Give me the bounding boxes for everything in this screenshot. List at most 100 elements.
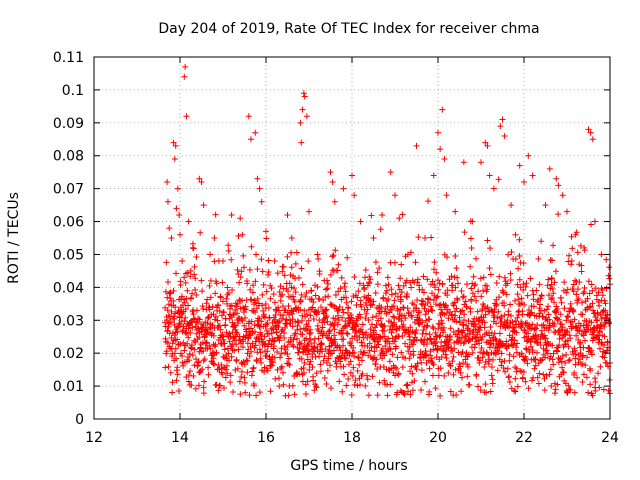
data-point bbox=[595, 289, 602, 296]
data-point bbox=[465, 351, 472, 358]
data-point bbox=[317, 368, 324, 375]
data-point bbox=[597, 363, 604, 370]
data-point bbox=[548, 296, 555, 303]
data-point bbox=[577, 242, 584, 249]
data-point bbox=[206, 342, 213, 349]
data-point bbox=[533, 287, 540, 294]
data-point bbox=[567, 300, 574, 307]
data-point bbox=[447, 333, 454, 340]
data-point bbox=[518, 318, 525, 325]
data-point bbox=[529, 349, 536, 356]
data-point bbox=[460, 293, 467, 300]
data-point bbox=[443, 355, 450, 362]
data-point bbox=[237, 337, 244, 344]
data-point bbox=[402, 340, 409, 347]
data-point bbox=[323, 306, 330, 313]
data-point bbox=[212, 341, 219, 348]
data-point bbox=[537, 341, 544, 348]
data-point bbox=[298, 291, 305, 298]
data-point bbox=[565, 314, 572, 321]
data-point bbox=[246, 392, 253, 399]
data-point bbox=[234, 300, 241, 307]
data-point bbox=[210, 332, 217, 339]
data-point bbox=[354, 294, 361, 301]
data-point bbox=[305, 258, 312, 265]
data-point-peak bbox=[298, 139, 305, 146]
data-point bbox=[226, 330, 233, 337]
data-point-peak bbox=[306, 208, 312, 215]
data-point-peak bbox=[170, 139, 177, 146]
data-point bbox=[172, 345, 179, 352]
data-point bbox=[482, 359, 489, 366]
data-point bbox=[591, 375, 598, 382]
data-point bbox=[199, 288, 206, 295]
data-point bbox=[289, 382, 296, 389]
data-point bbox=[348, 392, 355, 399]
data-point bbox=[253, 251, 260, 258]
data-point bbox=[344, 331, 351, 338]
data-point bbox=[535, 380, 542, 387]
data-point bbox=[453, 318, 460, 325]
data-point bbox=[480, 274, 487, 281]
data-point bbox=[325, 293, 332, 300]
data-point bbox=[592, 314, 599, 321]
data-point bbox=[575, 359, 582, 366]
data-point bbox=[443, 254, 450, 261]
data-point bbox=[586, 290, 593, 297]
data-point bbox=[265, 304, 272, 311]
data-point bbox=[175, 388, 182, 395]
data-point bbox=[216, 322, 223, 329]
data-point bbox=[342, 355, 349, 362]
data-point bbox=[228, 353, 235, 360]
data-point bbox=[231, 337, 238, 344]
data-point bbox=[474, 331, 481, 338]
data-point bbox=[435, 325, 442, 332]
y-tick-label: 0.02 bbox=[53, 346, 84, 362]
data-point bbox=[509, 318, 516, 325]
data-point bbox=[536, 370, 543, 377]
data-point bbox=[452, 252, 459, 259]
data-point bbox=[477, 387, 484, 394]
data-point bbox=[523, 345, 530, 352]
data-point-peak bbox=[198, 179, 205, 186]
data-point bbox=[448, 273, 455, 280]
data-point bbox=[386, 309, 393, 316]
data-point bbox=[305, 323, 312, 330]
data-point bbox=[292, 260, 299, 267]
data-point bbox=[473, 372, 480, 379]
data-point bbox=[600, 386, 607, 393]
data-point bbox=[269, 362, 276, 369]
data-point-peak bbox=[482, 139, 489, 146]
data-point bbox=[570, 281, 577, 288]
data-point bbox=[407, 391, 414, 398]
data-point-peak bbox=[256, 185, 263, 192]
data-point bbox=[358, 303, 365, 310]
y-tick-label: 0.06 bbox=[53, 215, 84, 231]
data-point bbox=[457, 369, 464, 376]
data-point bbox=[283, 320, 290, 327]
data-point bbox=[258, 318, 265, 325]
data-point bbox=[327, 362, 334, 369]
data-point bbox=[428, 355, 435, 362]
data-point bbox=[431, 259, 438, 266]
data-point bbox=[506, 357, 513, 364]
data-point bbox=[413, 327, 420, 334]
data-point bbox=[388, 329, 395, 336]
y-tick-label: 0.09 bbox=[53, 116, 84, 132]
data-point bbox=[357, 314, 364, 321]
data-point bbox=[484, 304, 491, 311]
data-point bbox=[302, 381, 309, 388]
data-point-peak bbox=[591, 218, 598, 225]
data-point bbox=[413, 305, 420, 312]
data-point bbox=[566, 252, 573, 259]
data-point bbox=[505, 251, 512, 258]
data-point bbox=[563, 329, 570, 336]
data-point bbox=[278, 315, 285, 322]
data-point bbox=[486, 356, 493, 363]
data-point-peak bbox=[181, 73, 188, 80]
data-point bbox=[519, 308, 526, 315]
data-point bbox=[602, 307, 609, 314]
data-point-peak bbox=[542, 202, 549, 209]
data-point bbox=[557, 294, 564, 301]
data-point bbox=[438, 354, 445, 361]
